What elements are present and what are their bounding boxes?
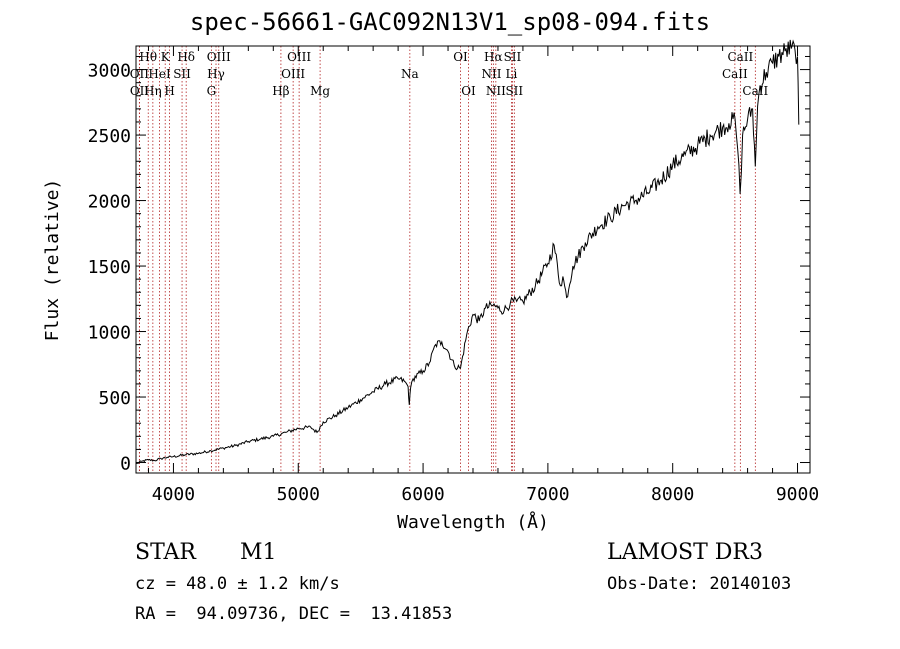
line-label-14: OIII [287, 50, 311, 64]
line-label-0: Hθ [139, 50, 157, 64]
x-tick-label-5000: 5000 [277, 484, 320, 505]
line-label-24: Li [506, 67, 518, 81]
line-label-19: NII [481, 67, 501, 81]
line-label-25: CaII [722, 67, 748, 81]
y-tick-label-1000: 1000 [88, 323, 131, 344]
line-label-3: Hη [144, 84, 162, 98]
x-tick-label-4000: 4000 [152, 484, 195, 505]
chart-title: spec-56661-GAC092N13V1_sp08-094.fits [189, 8, 711, 36]
object-class: STAR [135, 540, 196, 565]
line-label-18: OI [461, 84, 476, 98]
survey-name: LAMOST DR3 [607, 540, 763, 565]
line-label-21: NII [486, 84, 506, 98]
line-label-6: H [164, 84, 174, 98]
axis-ticks: 4000 5000 6000 7000 8000 9000 0 500 1000 1500 2000… [88, 46, 819, 505]
observation-date: Obs-Date: 20140103 [607, 574, 792, 594]
line-label-15: Mg [310, 84, 330, 98]
line-label-27: CaII [742, 84, 768, 98]
line-label-4: HeI [148, 67, 171, 81]
line-label-13: OIII [281, 67, 305, 81]
line-label-12: Hβ [272, 84, 289, 98]
spectrum-line [135, 39, 800, 465]
x-tick-label-6000: 6000 [401, 484, 444, 505]
y-tick-label-2000: 2000 [88, 192, 131, 213]
x-tick-label-9000: 9000 [776, 484, 819, 505]
coordinates: RA = 94.09736, DEC = 13.41853 [135, 604, 453, 624]
line-label-26: CaII [727, 50, 753, 64]
line-label-23: SII [505, 84, 523, 98]
x-axis-label: Wavelength (Å) [397, 511, 549, 533]
y-tick-label-1500: 1500 [88, 257, 131, 278]
line-label-11: OIII [207, 50, 231, 64]
line-label-10: Hγ [207, 67, 225, 81]
line-label-9: G [207, 84, 217, 98]
line-label-7: SII [173, 67, 191, 81]
line-label-1: OII [130, 67, 150, 81]
line-label-22: SII [504, 50, 522, 64]
x-tick-label-7000: 7000 [526, 484, 569, 505]
y-axis-label: Flux (relative) [42, 179, 63, 342]
y-tick-label-2500: 2500 [88, 126, 131, 147]
spectral-line-markers [138, 46, 756, 473]
redshift-cz: cz = 48.0 ± 1.2 km/s [135, 574, 340, 594]
spectral-line-labels: HθOIIOIIHηHeIKHSIIHδGHγOIIIHβOIIIOIIIMgN… [130, 50, 769, 98]
line-label-2: OII [130, 84, 150, 98]
y-tick-label-3000: 3000 [88, 61, 131, 82]
y-tick-label-0: 0 [120, 454, 131, 475]
y-tick-label-500: 500 [98, 388, 131, 409]
line-label-8: Hδ [177, 50, 195, 64]
x-tick-label-8000: 8000 [651, 484, 694, 505]
line-label-20: Hα [484, 50, 503, 64]
object-subclass: M1 [240, 540, 277, 565]
line-label-17: OI [453, 50, 468, 64]
line-label-16: Na [401, 67, 419, 81]
line-label-5: K [161, 50, 171, 64]
plot-frame [135, 45, 811, 474]
